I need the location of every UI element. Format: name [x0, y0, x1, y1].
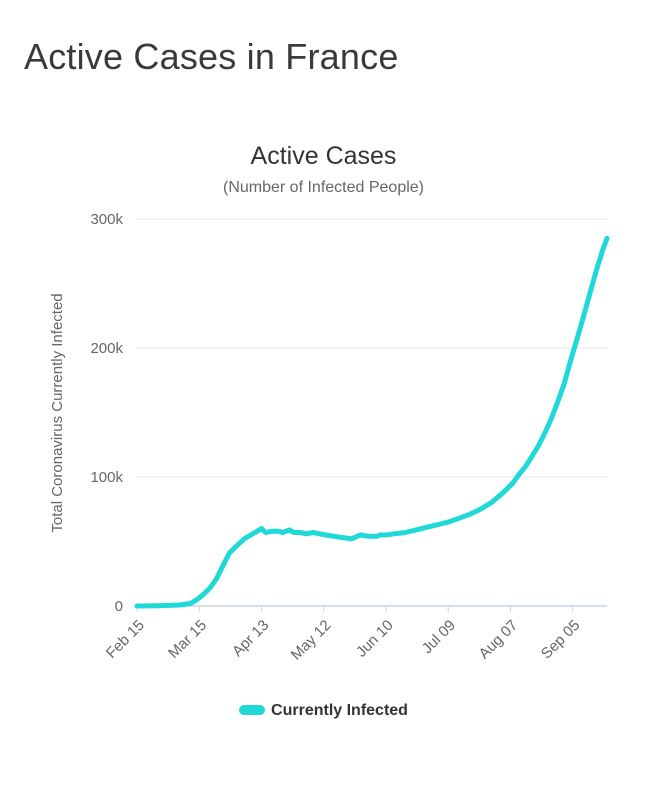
- y-tick-label: 200k: [90, 340, 123, 357]
- chart-subtitle: (Number of Infected People): [223, 179, 424, 196]
- legend-label: Currently Infected: [271, 702, 408, 719]
- series-layer: [134, 235, 610, 609]
- legend[interactable]: Currently Infected: [0, 702, 647, 720]
- chart-title: Active Cases: [250, 142, 397, 170]
- grid-lines: [137, 218, 607, 607]
- x-tick-label: Apr 13: [229, 617, 272, 660]
- x-tick-label: Sep 05: [538, 617, 584, 663]
- x-tick-label: Feb 15: [103, 617, 148, 662]
- y-tick-label: 100k: [90, 469, 123, 486]
- y-axis-ticks: 0 100k 200k 300k: [90, 211, 123, 615]
- y-tick-label: 300k: [90, 211, 123, 228]
- legend-swatch: [239, 704, 266, 715]
- x-tick-label: May 12: [288, 617, 335, 664]
- x-axis-ticks: Feb 15 Mar 15 Apr 13 May 12 Jun 10 Jul 09 Aug …: [103, 606, 584, 664]
- x-tick-label: Jun 10: [353, 617, 397, 661]
- series-line-currently-infected[interactable]: [134, 235, 610, 609]
- x-tick-label: Mar 15: [165, 617, 210, 662]
- y-axis-label: Total Coronavirus Currently Infected: [49, 293, 66, 532]
- x-tick-label: Aug 07: [476, 617, 522, 663]
- page-title: Active Cases in France: [24, 36, 399, 77]
- y-tick-label: 0: [115, 598, 123, 615]
- x-tick-label: Jul 09: [419, 617, 459, 657]
